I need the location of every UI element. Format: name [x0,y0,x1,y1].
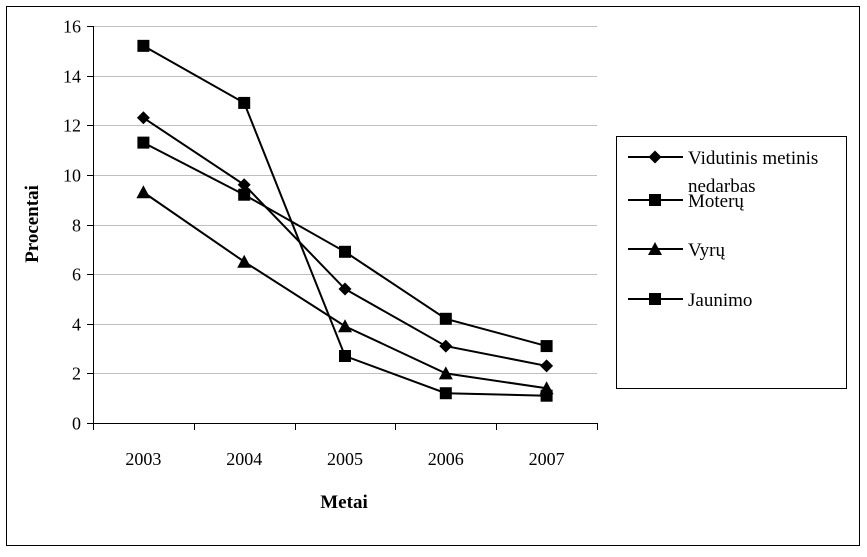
data-point-3-2 [339,350,351,363]
y-tick-label: 12 [63,116,81,136]
y-axis-title: Procentai [22,185,43,263]
legend-marker-3 [649,293,661,305]
data-point-0-2 [338,282,352,296]
x-axis-title: Metai [320,492,367,513]
y-tick-label: 8 [72,216,81,236]
series-markers [136,39,554,402]
y-tick-label: 4 [72,315,81,335]
x-tick-label: 2003 [125,449,161,469]
data-point-0-1 [237,178,251,192]
legend-marker-1 [649,194,661,206]
y-tick-label: 0 [72,414,81,434]
data-point-0-0 [136,111,150,125]
x-tick-label: 2005 [327,449,363,469]
data-point-0-3 [439,339,453,353]
y-tick-label: 14 [63,67,81,87]
data-point-2-1 [237,254,252,268]
data-point-1-3 [439,312,452,325]
y-tick-label: 16 [63,17,81,37]
x-tick-label: 2007 [529,449,565,469]
y-tick-label: 10 [63,166,81,186]
data-point-3-0 [137,39,150,52]
legend-label-3: Jaunimo [688,290,752,311]
legend-label-0: Vidutinis metinis [688,148,818,169]
legend-box [616,136,847,389]
data-point-0-4 [540,359,554,373]
y-tick-label: 6 [72,265,81,285]
data-point-2-2 [338,319,352,333]
gridlines [93,26,597,374]
data-point-3-1 [238,96,251,109]
axes: 0 2 4 6 8 10 12 14 16 2003 2004 2005 2006 2007 [63,17,598,469]
data-point-2-0 [136,185,151,199]
x-tick-label: 2004 [226,449,262,469]
legend-label-1: Moterų [688,191,744,212]
legend-marker-0 [648,150,662,164]
legend-label-0: nedarbas [688,176,756,197]
legend-marker-2 [648,242,662,255]
data-point-1-1 [238,188,251,201]
y-tick-label: 2 [72,364,81,384]
data-point-1-4 [540,340,553,353]
data-point-1-2 [339,245,351,258]
data-point-1-0 [137,136,150,149]
x-tick-label: 2006 [428,449,464,469]
legend-label-2: Vyrų [688,240,725,261]
data-point-2-3 [438,366,453,380]
data-point-3-4 [540,389,553,402]
data-point-3-3 [439,387,452,400]
